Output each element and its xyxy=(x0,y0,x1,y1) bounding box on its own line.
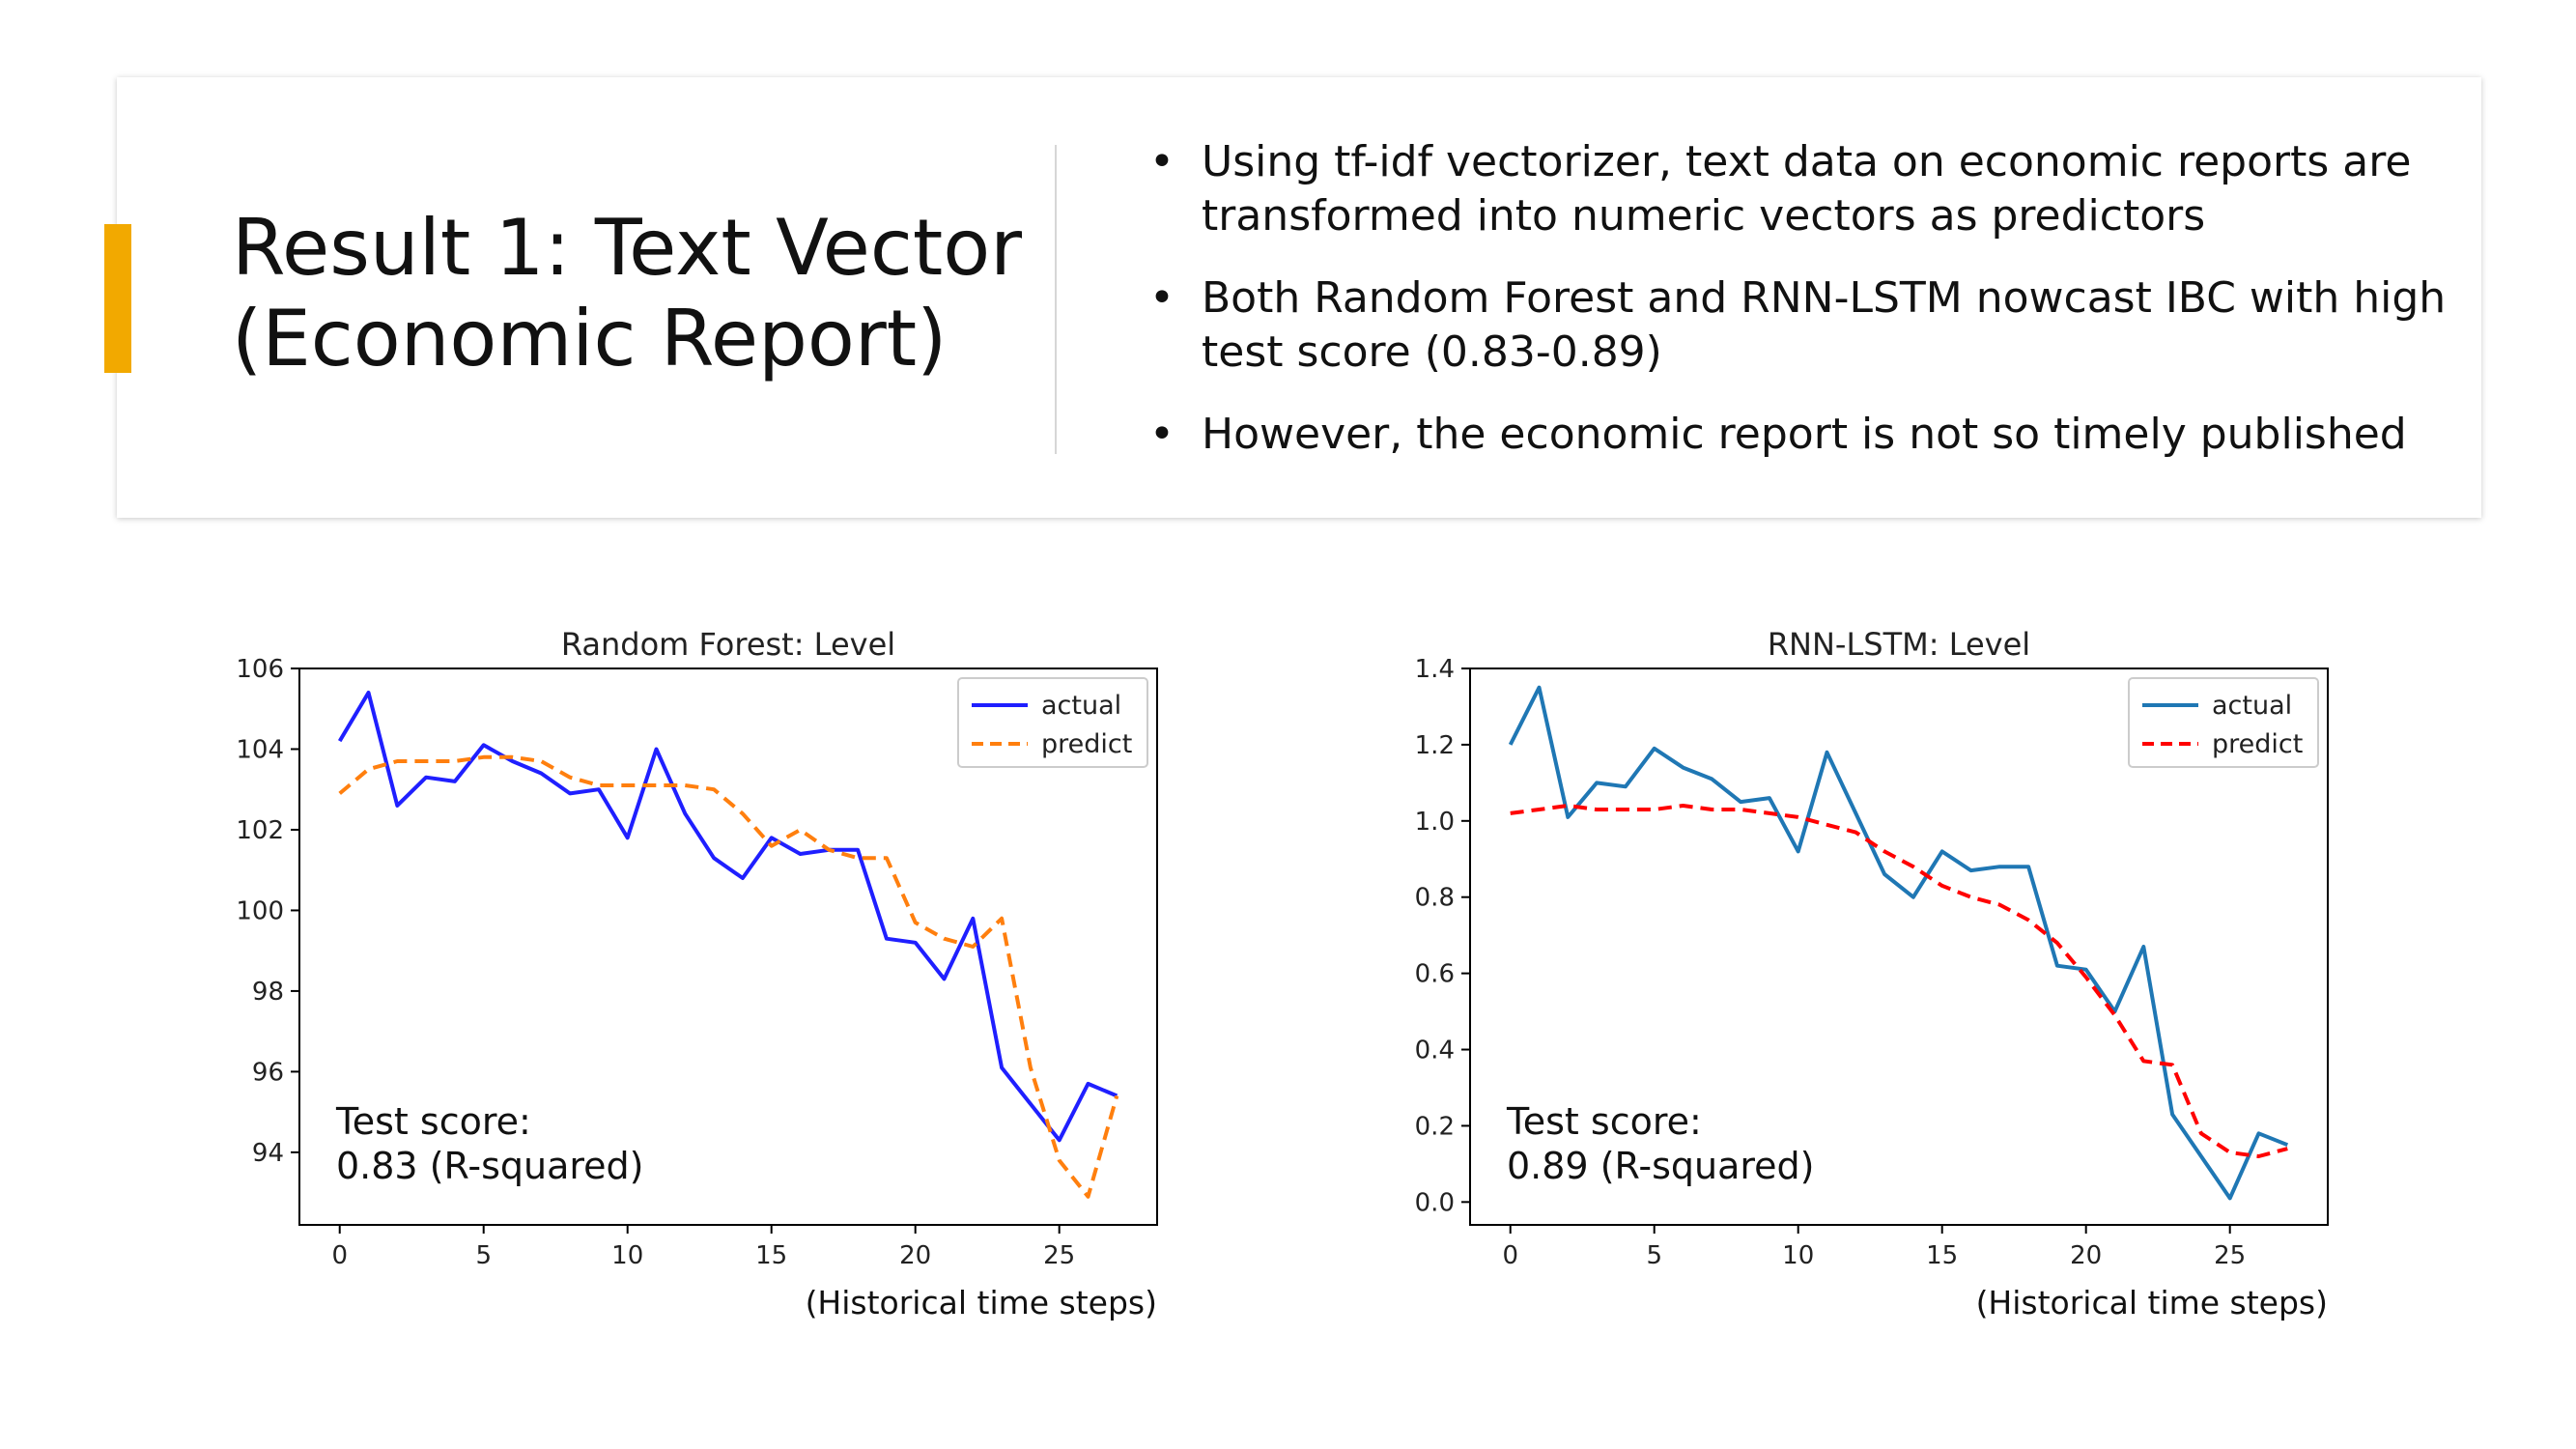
plot-frame xyxy=(1469,668,2329,1226)
x-tick-label: 0 xyxy=(331,1241,348,1270)
y-tick-label: 1.4 xyxy=(1415,655,1455,684)
test-score-annotation: Test score: xyxy=(1506,1100,1702,1143)
legend-label: predict xyxy=(1041,729,1132,759)
y-tick-label: 94 xyxy=(252,1139,284,1168)
slide-title-line-1: Result 1: Text Vector xyxy=(232,203,1023,293)
x-tick-label: 10 xyxy=(611,1241,643,1270)
test-score-annotation: 0.83 (R-squared) xyxy=(336,1145,644,1187)
x-axis-label: (Historical time steps) xyxy=(1976,1284,2328,1321)
x-tick-label: 20 xyxy=(2070,1241,2102,1270)
y-tick-label: 104 xyxy=(236,735,284,764)
x-tick-label: 15 xyxy=(755,1241,787,1270)
vertical-divider xyxy=(1055,145,1057,454)
chart-svg: RNN-LSTM: Level 0 5 10 15 20 25 0.0 0.2 0.4 0.6 0.8… xyxy=(1415,626,2329,1321)
legend-label: predict xyxy=(2212,729,2303,759)
x-axis-label: (Historical time steps) xyxy=(806,1284,1157,1321)
x-tick-label: 0 xyxy=(1502,1241,1518,1270)
bullet-marker: • xyxy=(1149,410,1175,459)
bullet-text: However, the economic report is not so t… xyxy=(1202,410,2407,459)
x-tick-label: 5 xyxy=(1646,1241,1662,1270)
x-tick-label: 5 xyxy=(475,1241,492,1270)
y-tick-label: 0.4 xyxy=(1415,1037,1455,1065)
bullet-item: • Both Random Forest and RNN-LSTM nowcast… xyxy=(1149,271,2463,380)
y-tick-label: 0.8 xyxy=(1415,884,1455,913)
random-forest-chart: Random Forest: Level 0 5 10 15 20 25 94 96 98 100 1… xyxy=(193,609,1169,1323)
chart-title: Random Forest: Level xyxy=(561,626,895,663)
y-tick-label: 1.0 xyxy=(1415,808,1455,837)
series-line-actual xyxy=(337,691,1118,1143)
bullet-text: Using tf-idf vectorizer, text data on ec… xyxy=(1202,137,2412,241)
bullet-item: • However, the economic report is not so … xyxy=(1149,408,2463,462)
legend-label: actual xyxy=(1041,691,1121,721)
chart-svg: Random Forest: Level 0 5 10 15 20 25 94 96 98 100 1… xyxy=(236,626,1158,1321)
y-tick-label: 106 xyxy=(236,655,284,684)
test-score-annotation: Test score: xyxy=(335,1100,531,1143)
series-line-actual xyxy=(1508,685,2289,1201)
legend-box xyxy=(2128,677,2319,768)
bullet-marker: • xyxy=(1149,273,1175,323)
slide-title: Result 1: Text Vector (Economic Report) xyxy=(232,203,1062,384)
series-line-predict xyxy=(1510,804,2288,1158)
x-tick-label: 10 xyxy=(1782,1241,1814,1270)
x-tick-label: 25 xyxy=(2214,1241,2246,1270)
y-tick-label: 98 xyxy=(252,978,284,1007)
chart-title: RNN-LSTM: Level xyxy=(1768,626,2030,663)
series-line-predict xyxy=(338,754,1119,1199)
y-tick-label: 1.2 xyxy=(1415,731,1455,760)
slide-title-line-2: (Economic Report) xyxy=(232,294,948,384)
header-card xyxy=(117,77,2481,518)
x-tick-label: 15 xyxy=(1926,1241,1958,1270)
y-tick-label: 0.2 xyxy=(1415,1112,1455,1141)
bullet-item: • Using tf-idf vectorizer, text data on e… xyxy=(1149,135,2463,243)
y-tick-label: 102 xyxy=(236,816,284,845)
x-tick-label: 25 xyxy=(1043,1241,1075,1270)
legend-label: actual xyxy=(2212,691,2292,721)
y-tick-label: 100 xyxy=(236,896,284,925)
bullet-marker: • xyxy=(1149,137,1175,186)
y-tick-label: 96 xyxy=(252,1058,284,1087)
x-tick-label: 20 xyxy=(899,1241,931,1270)
test-score-annotation: 0.89 (R-squared) xyxy=(1507,1145,1815,1187)
bullet-list: • Using tf-idf vectorizer, text data on e… xyxy=(1149,135,2463,490)
accent-bar xyxy=(104,224,131,373)
y-tick-label: 0.0 xyxy=(1415,1188,1455,1217)
plot-frame xyxy=(298,668,1158,1226)
y-tick-label: 0.6 xyxy=(1415,960,1455,989)
rnn-lstm-chart: RNN-LSTM: Level 0 5 10 15 20 25 0.0 0.2 0.4 0.6 0.8… xyxy=(1364,609,2339,1323)
legend-box xyxy=(957,677,1148,768)
bullet-text: Both Random Forest and RNN-LSTM nowcast … xyxy=(1202,273,2447,377)
